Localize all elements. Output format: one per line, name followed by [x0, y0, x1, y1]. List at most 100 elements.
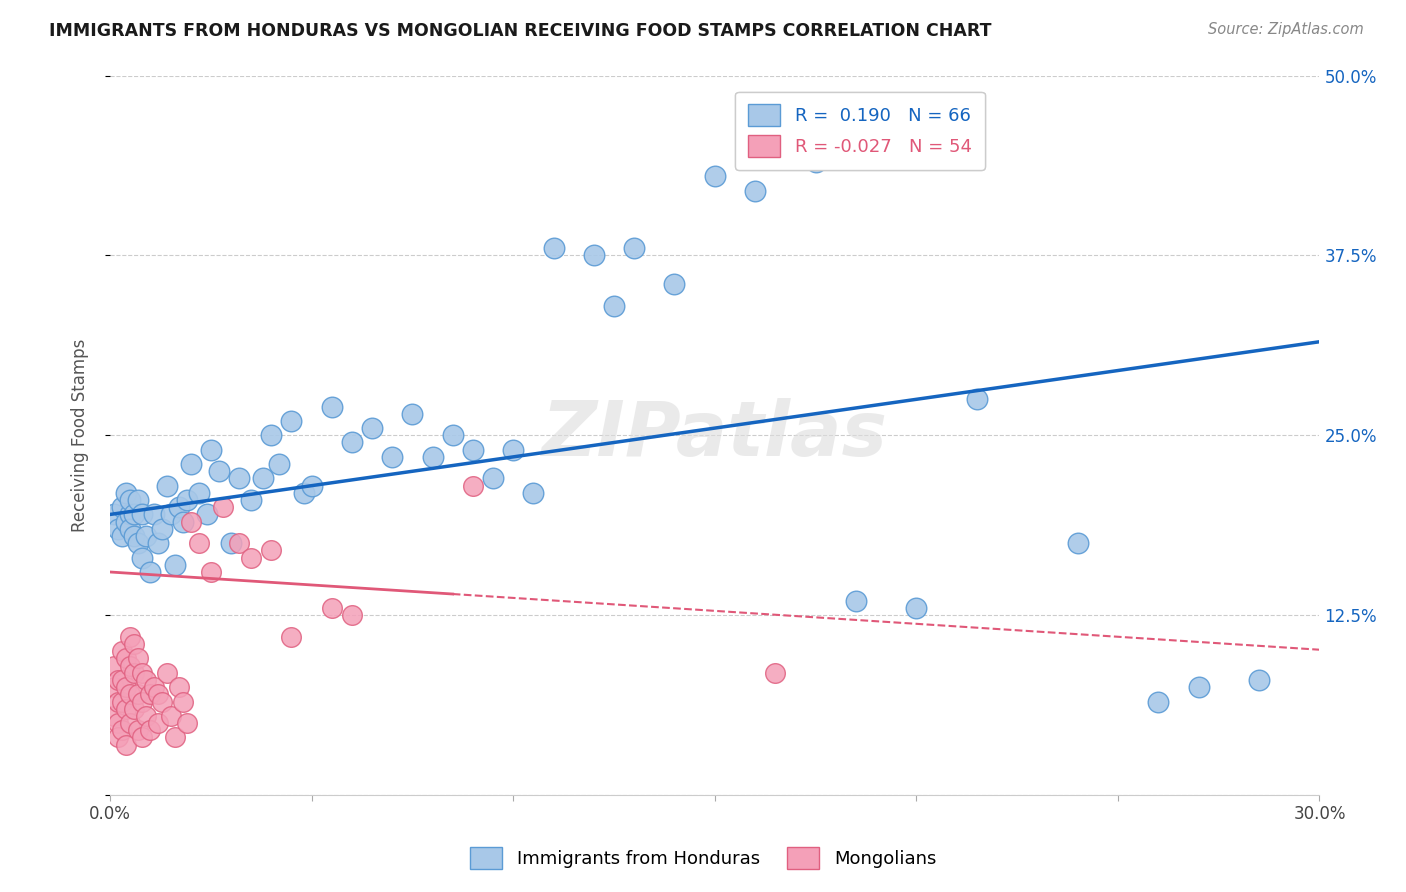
Point	[103, 508, 125, 522]
Point	[623, 241, 645, 255]
Point	[252, 471, 274, 485]
Point	[763, 665, 786, 680]
Point	[131, 508, 153, 522]
Point	[321, 601, 343, 615]
Point	[148, 536, 170, 550]
Point	[219, 536, 242, 550]
Point	[582, 248, 605, 262]
Text: ZIPatlas: ZIPatlas	[541, 399, 887, 472]
Point	[111, 673, 134, 687]
Point	[176, 716, 198, 731]
Point	[103, 658, 125, 673]
Point	[143, 508, 166, 522]
Point	[115, 702, 138, 716]
Point	[401, 407, 423, 421]
Point	[260, 543, 283, 558]
Point	[148, 687, 170, 701]
Point	[107, 694, 129, 708]
Point	[131, 694, 153, 708]
Point	[120, 522, 142, 536]
Point	[522, 486, 544, 500]
Point	[543, 241, 565, 255]
Point	[120, 658, 142, 673]
Point	[603, 299, 626, 313]
Point	[115, 651, 138, 665]
Point	[845, 594, 868, 608]
Point	[159, 709, 181, 723]
Point	[135, 529, 157, 543]
Point	[122, 508, 145, 522]
Text: IMMIGRANTS FROM HONDURAS VS MONGOLIAN RECEIVING FOOD STAMPS CORRELATION CHART: IMMIGRANTS FROM HONDURAS VS MONGOLIAN RE…	[49, 22, 991, 40]
Point	[139, 565, 162, 579]
Point	[176, 493, 198, 508]
Point	[228, 471, 250, 485]
Point	[167, 500, 190, 515]
Point	[167, 680, 190, 694]
Point	[127, 651, 149, 665]
Point	[159, 508, 181, 522]
Point	[115, 680, 138, 694]
Point	[292, 486, 315, 500]
Point	[664, 277, 686, 292]
Point	[107, 731, 129, 745]
Point	[111, 500, 134, 515]
Point	[127, 536, 149, 550]
Point	[135, 673, 157, 687]
Text: Source: ZipAtlas.com: Source: ZipAtlas.com	[1208, 22, 1364, 37]
Point	[200, 442, 222, 457]
Point	[280, 630, 302, 644]
Point	[111, 694, 134, 708]
Point	[804, 154, 827, 169]
Point	[212, 500, 235, 515]
Point	[1247, 673, 1270, 687]
Point	[187, 536, 209, 550]
Point	[120, 716, 142, 731]
Point	[301, 478, 323, 492]
Point	[482, 471, 505, 485]
Point	[502, 442, 524, 457]
Point	[139, 723, 162, 738]
Point	[148, 716, 170, 731]
Point	[107, 522, 129, 536]
Point	[127, 687, 149, 701]
Legend: Immigrants from Honduras, Mongolians: Immigrants from Honduras, Mongolians	[461, 838, 945, 879]
Point	[103, 709, 125, 723]
Point	[163, 731, 186, 745]
Point	[461, 478, 484, 492]
Point	[280, 414, 302, 428]
Point	[127, 493, 149, 508]
Point	[172, 515, 194, 529]
Point	[208, 464, 231, 478]
Point	[269, 457, 291, 471]
Point	[381, 450, 404, 464]
Point	[321, 400, 343, 414]
Point	[111, 644, 134, 658]
Point	[155, 665, 177, 680]
Point	[187, 486, 209, 500]
Point	[135, 709, 157, 723]
Point	[260, 428, 283, 442]
Point	[340, 608, 363, 623]
Point	[107, 716, 129, 731]
Point	[180, 515, 202, 529]
Point	[115, 738, 138, 752]
Point	[966, 392, 988, 407]
Point	[103, 680, 125, 694]
Point	[155, 478, 177, 492]
Point	[120, 630, 142, 644]
Point	[120, 493, 142, 508]
Point	[744, 184, 766, 198]
Point	[163, 558, 186, 572]
Point	[240, 550, 263, 565]
Point	[905, 601, 928, 615]
Point	[122, 637, 145, 651]
Point	[127, 723, 149, 738]
Point	[122, 702, 145, 716]
Point	[422, 450, 444, 464]
Point	[111, 529, 134, 543]
Point	[240, 493, 263, 508]
Point	[120, 508, 142, 522]
Point	[115, 515, 138, 529]
Point	[152, 522, 174, 536]
Point	[107, 673, 129, 687]
